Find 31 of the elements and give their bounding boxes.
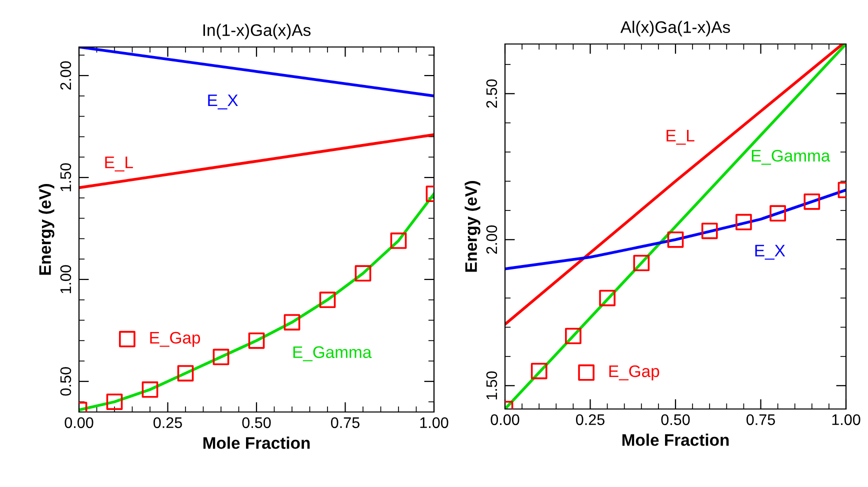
x-tick-label: 0.50	[242, 417, 271, 428]
x-axis-title: Mole Fraction	[203, 436, 310, 449]
chart-title: Al(x)Ga(1-x)As	[620, 20, 730, 36]
series-label: E_Gamma	[752, 150, 830, 165]
y-tick-label: 2.00	[486, 225, 498, 254]
legend-label: E_Gap	[150, 332, 200, 347]
x-tick-label: 0.00	[64, 417, 94, 428]
x-tick-label: 0.00	[490, 414, 520, 426]
y-tick-label: 1.50	[60, 163, 72, 192]
y-tick-label: 1.50	[486, 371, 498, 400]
y-tick-label: 2.00	[60, 61, 72, 90]
x-tick-label: 1.00	[420, 417, 448, 428]
series-label: E_Gamma	[293, 346, 372, 362]
chart-title: In(1-x)Ga(x)As	[203, 24, 311, 40]
series-label: E_X	[208, 94, 238, 110]
x-axis-title: Mole Fraction	[622, 434, 729, 446]
legend-label: E_Gap	[609, 365, 660, 380]
x-tick-label: 0.25	[576, 414, 604, 426]
series-label: E_L	[666, 130, 694, 145]
y-axis-title: Energy (eV)	[464, 181, 480, 272]
y-tick-label: 0.50	[60, 367, 72, 396]
y-tick-label: 2.50	[486, 79, 498, 108]
x-tick-label: 1.00	[832, 414, 860, 426]
series-label: E_L	[105, 156, 133, 172]
y-tick-label: 1.00	[60, 265, 72, 294]
y-axis-title: Energy (eV)	[38, 184, 54, 275]
x-tick-label: 0.75	[746, 414, 775, 426]
series-label: E_X	[755, 244, 786, 260]
x-tick-label: 0.75	[330, 417, 360, 428]
x-tick-label: 0.25	[153, 417, 182, 428]
x-tick-label: 0.50	[661, 414, 690, 426]
